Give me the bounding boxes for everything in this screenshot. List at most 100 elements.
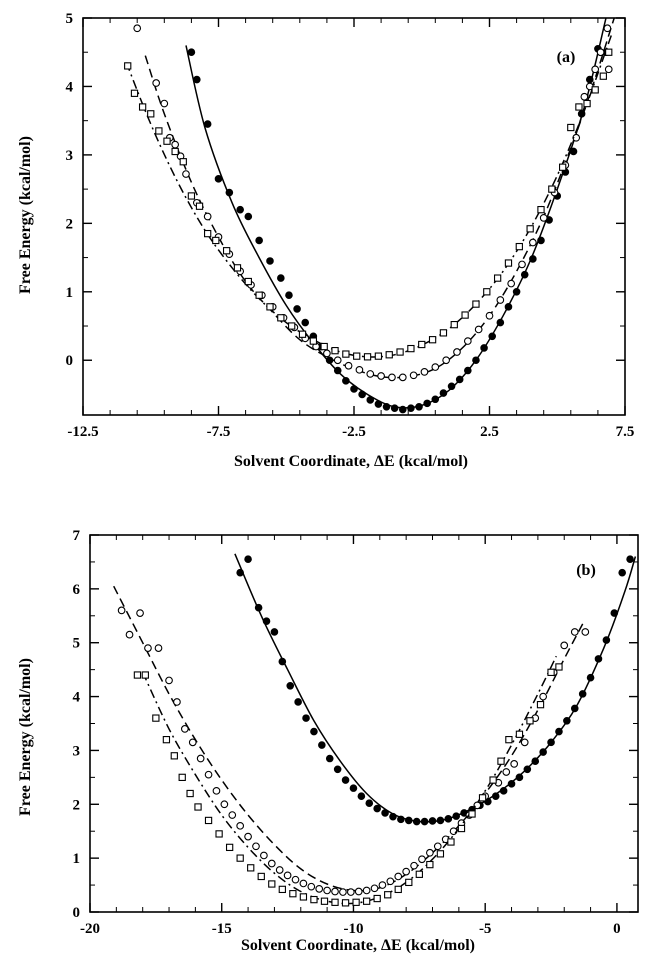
data-point-filled-circle — [398, 405, 407, 414]
data-point-open-square — [583, 99, 591, 108]
data-point-open-square — [567, 123, 575, 132]
data-point-open-circle — [473, 801, 482, 810]
data-point-open-circle — [331, 887, 339, 896]
x-axis-title: Solvent Coordinate, ΔE (kcal/mol) — [234, 453, 468, 470]
data-point-open-circle — [355, 365, 364, 374]
data-point-open-circle — [402, 867, 411, 876]
data-point-filled-circle — [244, 555, 252, 564]
data-point-open-circle — [442, 356, 450, 365]
data-point-open-circle — [420, 368, 429, 376]
data-point-open-circle — [463, 337, 472, 345]
data-point-open-circle — [154, 644, 163, 652]
data-point-filled-circle — [225, 188, 234, 197]
y-tick-label: 4 — [66, 79, 74, 95]
data-point-open-circle — [485, 311, 494, 320]
data-point-filled-circle — [381, 809, 389, 817]
data-point-open-square — [171, 147, 179, 156]
data-point-open-circle — [323, 349, 331, 358]
data-point-open-square — [428, 336, 437, 344]
data-point-filled-circle — [333, 366, 342, 375]
data-point-open-circle — [560, 641, 569, 650]
data-point-open-circle — [570, 628, 579, 636]
data-point-open-square — [179, 158, 187, 166]
data-point-filled-circle — [342, 376, 350, 385]
data-point-open-square — [309, 337, 317, 345]
data-point-filled-circle — [373, 804, 381, 813]
data-point-open-square — [204, 229, 212, 238]
y-tick-label: 2 — [66, 216, 74, 232]
data-point-filled-circle — [480, 344, 488, 352]
panel-b: Free Energy (kcal/mol) Solvent Coordinat… — [17, 528, 639, 954]
data-point-open-square — [515, 242, 523, 251]
data-point-open-square — [138, 103, 147, 111]
data-point-open-circle — [346, 888, 355, 896]
data-point-filled-circle — [455, 375, 464, 384]
y-tick-label: 0 — [73, 905, 81, 921]
data-point-filled-circle — [203, 120, 212, 128]
data-point-open-circle — [426, 848, 434, 857]
data-point-filled-circle — [310, 727, 318, 736]
data-point-filled-circle — [293, 305, 301, 313]
data-point-filled-circle — [626, 555, 634, 564]
data-point-open-square — [426, 860, 434, 869]
data-point-filled-circle — [488, 332, 497, 341]
data-point-filled-circle — [301, 318, 310, 327]
data-point-open-circle — [507, 279, 516, 288]
data-point-open-circle — [378, 881, 387, 889]
y-tick-label: 3 — [66, 148, 74, 164]
y-tick-label: 5 — [73, 636, 81, 652]
x-tick-label: -15 — [212, 921, 232, 937]
data-point-open-square — [147, 110, 155, 118]
data-point-open-circle — [160, 99, 169, 108]
data-point-open-circle — [370, 884, 379, 893]
x-tick-label: 0 — [613, 921, 621, 937]
data-point-open-circle — [228, 811, 237, 819]
data-point-open-square — [289, 890, 297, 898]
data-point-filled-circle — [444, 815, 453, 823]
data-point-open-circle — [291, 875, 300, 884]
data-point-open-circle — [377, 372, 385, 380]
data-point-filled-circle — [436, 816, 445, 825]
data-point-open-square — [515, 730, 524, 738]
data-point-open-square — [504, 259, 513, 267]
data-point-open-square — [195, 202, 204, 210]
fit-curve-dash-dot — [125, 34, 613, 358]
data-point-open-circle — [510, 760, 519, 768]
x-tick-label: -20 — [80, 921, 100, 937]
data-point-open-square — [178, 773, 186, 782]
data-point-open-circle — [529, 238, 537, 247]
data-point-open-circle — [366, 370, 375, 378]
data-point-open-circle — [117, 606, 126, 615]
data-point-filled-circle — [255, 236, 263, 245]
plot-frame — [89, 534, 639, 913]
data-point-open-square — [186, 789, 194, 798]
data-point-open-square — [497, 757, 505, 765]
data-point-open-circle — [165, 676, 173, 685]
data-point-open-circle — [453, 348, 461, 356]
data-point-filled-circle — [341, 776, 350, 784]
data-point-open-circle — [275, 866, 284, 874]
data-point-open-circle — [323, 886, 331, 895]
data-point-filled-circle — [254, 603, 263, 612]
data-point-filled-circle — [512, 287, 521, 296]
data-point-filled-circle — [496, 318, 505, 327]
data-point-open-circle — [203, 212, 212, 221]
y-tick-label: 3 — [73, 743, 81, 759]
data-point-open-circle — [580, 92, 589, 101]
data-point-open-square — [320, 342, 328, 351]
data-point-open-square — [215, 830, 223, 838]
data-point-filled-circle — [523, 765, 532, 774]
x-tick-label: 2.5 — [480, 424, 499, 440]
data-point-filled-circle — [423, 399, 431, 408]
data-point-open-square — [133, 671, 142, 679]
data-point-filled-circle — [472, 356, 480, 365]
data-point-filled-circle — [365, 799, 374, 808]
data-point-open-circle — [244, 832, 252, 841]
data-point-open-square — [362, 897, 371, 905]
data-point-open-square — [439, 329, 448, 337]
data-point-open-square — [591, 86, 599, 94]
data-point-open-square — [457, 824, 466, 833]
data-point-open-square — [559, 163, 567, 171]
data-point-open-square — [331, 347, 339, 355]
